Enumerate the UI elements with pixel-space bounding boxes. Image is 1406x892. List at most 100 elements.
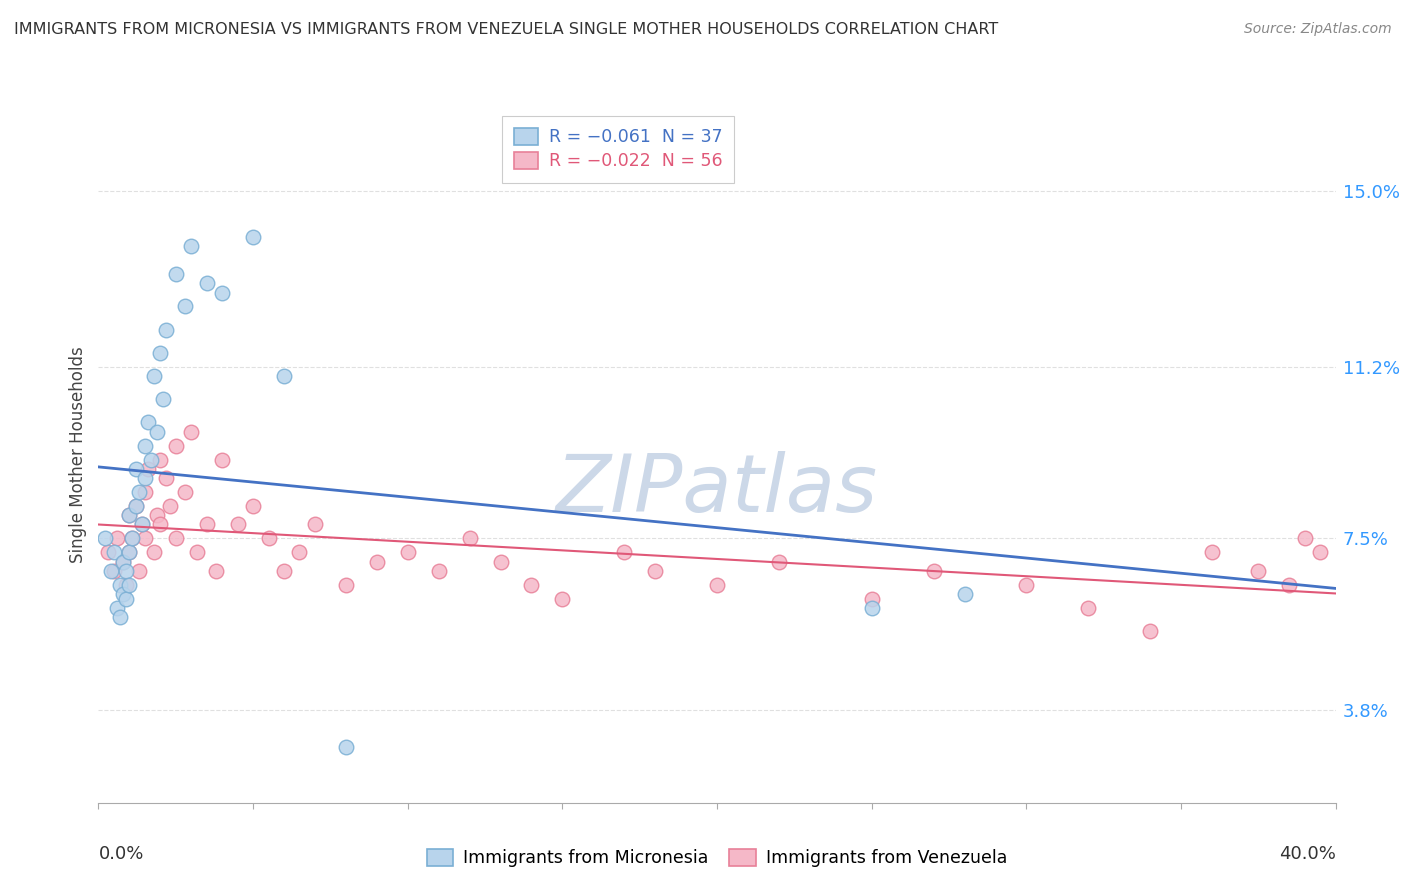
- Point: [103, 545, 125, 559]
- Point: [1077, 601, 1099, 615]
- Point: [136, 416, 159, 430]
- Point: [124, 499, 146, 513]
- Point: [1139, 624, 1161, 639]
- Point: [134, 471, 156, 485]
- Point: [242, 230, 264, 244]
- Point: [520, 578, 543, 592]
- Text: IMMIGRANTS FROM MICRONESIA VS IMMIGRANTS FROM VENEZUELA SINGLE MOTHER HOUSEHOLDS: IMMIGRANTS FROM MICRONESIA VS IMMIGRANTS…: [14, 22, 998, 37]
- Point: [155, 471, 177, 485]
- Point: [1201, 545, 1223, 559]
- Point: [115, 564, 138, 578]
- Point: [257, 532, 280, 546]
- Text: 0.0%: 0.0%: [98, 845, 143, 863]
- Y-axis label: Single Mother Households: Single Mother Households: [69, 347, 87, 563]
- Point: [118, 508, 141, 523]
- Point: [152, 392, 174, 407]
- Point: [860, 601, 883, 615]
- Point: [112, 587, 135, 601]
- Point: [922, 564, 945, 578]
- Point: [427, 564, 450, 578]
- Point: [112, 555, 135, 569]
- Point: [205, 564, 228, 578]
- Point: [134, 439, 156, 453]
- Point: [396, 545, 419, 559]
- Point: [242, 499, 264, 513]
- Legend: Immigrants from Micronesia, Immigrants from Venezuela: Immigrants from Micronesia, Immigrants f…: [420, 842, 1014, 874]
- Point: [134, 485, 156, 500]
- Point: [1294, 532, 1316, 546]
- Point: [186, 545, 208, 559]
- Point: [489, 555, 512, 569]
- Point: [131, 517, 153, 532]
- Point: [93, 532, 115, 546]
- Point: [103, 564, 125, 578]
- Point: [134, 532, 156, 546]
- Point: [366, 555, 388, 569]
- Point: [165, 267, 187, 281]
- Point: [273, 369, 295, 384]
- Point: [165, 439, 187, 453]
- Point: [335, 578, 357, 592]
- Point: [1309, 545, 1331, 559]
- Point: [706, 578, 728, 592]
- Point: [226, 517, 249, 532]
- Point: [146, 425, 169, 439]
- Point: [458, 532, 481, 546]
- Point: [1015, 578, 1038, 592]
- Point: [121, 532, 143, 546]
- Point: [304, 517, 326, 532]
- Text: ZIPatlas: ZIPatlas: [555, 450, 879, 529]
- Point: [159, 499, 181, 513]
- Point: [128, 485, 150, 500]
- Point: [131, 517, 153, 532]
- Point: [180, 425, 202, 439]
- Point: [1247, 564, 1270, 578]
- Point: [115, 578, 138, 592]
- Point: [953, 587, 976, 601]
- Point: [128, 564, 150, 578]
- Point: [1278, 578, 1301, 592]
- Point: [288, 545, 311, 559]
- Point: [108, 610, 131, 624]
- Point: [644, 564, 666, 578]
- Point: [860, 591, 883, 606]
- Point: [335, 740, 357, 755]
- Point: [121, 532, 143, 546]
- Point: [105, 601, 128, 615]
- Point: [124, 499, 146, 513]
- Point: [613, 545, 636, 559]
- Point: [118, 545, 141, 559]
- Point: [149, 346, 172, 360]
- Point: [149, 517, 172, 532]
- Point: [768, 555, 790, 569]
- Point: [118, 545, 141, 559]
- Point: [115, 591, 138, 606]
- Point: [146, 508, 169, 523]
- Point: [149, 452, 172, 467]
- Point: [174, 300, 197, 314]
- Point: [211, 285, 233, 300]
- Point: [195, 517, 218, 532]
- Point: [273, 564, 295, 578]
- Point: [195, 277, 218, 291]
- Text: 40.0%: 40.0%: [1279, 845, 1336, 863]
- Point: [143, 545, 166, 559]
- Point: [211, 452, 233, 467]
- Text: Source: ZipAtlas.com: Source: ZipAtlas.com: [1244, 22, 1392, 37]
- Point: [174, 485, 197, 500]
- Point: [180, 239, 202, 253]
- Point: [112, 555, 135, 569]
- Point: [165, 532, 187, 546]
- Point: [124, 462, 146, 476]
- Point: [551, 591, 574, 606]
- Point: [108, 578, 131, 592]
- Point: [97, 545, 120, 559]
- Point: [105, 532, 128, 546]
- Point: [136, 462, 159, 476]
- Point: [118, 508, 141, 523]
- Point: [143, 369, 166, 384]
- Point: [155, 323, 177, 337]
- Point: [139, 452, 162, 467]
- Point: [100, 564, 122, 578]
- Point: [118, 578, 141, 592]
